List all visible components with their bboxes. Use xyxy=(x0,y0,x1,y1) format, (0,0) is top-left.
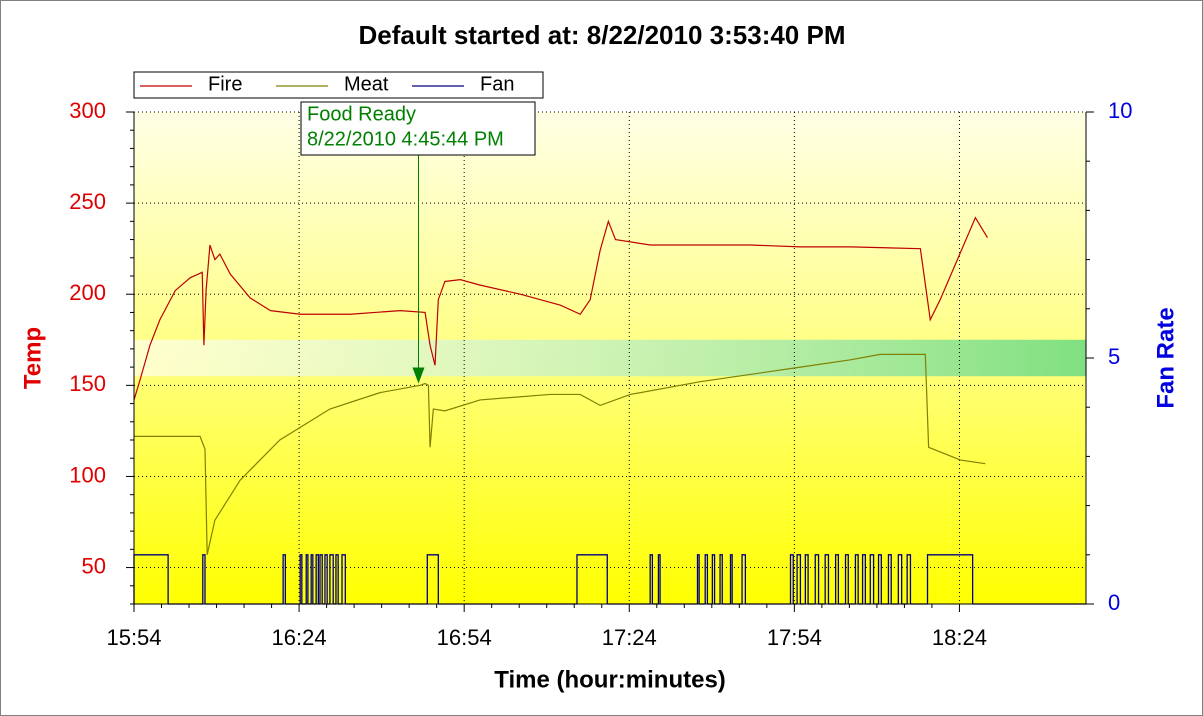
fan-step xyxy=(906,554,912,604)
fan-step xyxy=(310,554,314,604)
y2-tick-label: 5 xyxy=(1108,344,1120,369)
annotation-box xyxy=(300,101,536,156)
chart-title: Default started at: 8/22/2010 3:53:40 PM xyxy=(359,20,846,50)
fan-step xyxy=(789,554,794,604)
x-tick-label: 17:54 xyxy=(767,625,822,650)
fan-step xyxy=(324,554,328,604)
x-axis-label: Time (hour:minutes) xyxy=(494,666,726,693)
y2-axis-label: Fan Rate xyxy=(1152,307,1179,408)
annotation-text: 8/22/2010 4:45:44 PM xyxy=(307,128,504,150)
y-axis-label: Temp xyxy=(19,327,46,389)
y2-tick-label: 0 xyxy=(1108,590,1120,615)
fan-step xyxy=(329,554,334,604)
fan-step xyxy=(741,554,747,604)
y-tick-label: 100 xyxy=(69,462,106,487)
fan-step xyxy=(861,554,866,604)
legend-label: Fan xyxy=(480,73,514,95)
fan-step xyxy=(926,554,974,604)
fan-step xyxy=(729,554,733,604)
fan-step xyxy=(341,554,346,604)
fan-step xyxy=(869,554,875,604)
fan-step xyxy=(719,554,723,604)
legend-label: Fire xyxy=(208,73,242,95)
fan-step xyxy=(844,554,849,604)
annotation-arrowhead xyxy=(412,367,425,384)
fan-step xyxy=(319,554,323,604)
y-tick-label: 250 xyxy=(69,189,106,214)
fan-step xyxy=(299,554,303,604)
fan-step xyxy=(696,554,700,604)
legend xyxy=(133,71,544,99)
target-band xyxy=(134,339,1086,377)
y-tick-label: 50 xyxy=(82,553,106,578)
fan-step xyxy=(796,554,802,604)
fan-step xyxy=(704,554,709,604)
fan-step xyxy=(834,554,840,604)
fan-step xyxy=(202,554,206,604)
fan-step xyxy=(649,554,654,604)
fan-step xyxy=(426,554,439,604)
fan-step xyxy=(335,554,339,604)
y-tick-label: 200 xyxy=(69,280,106,305)
x-tick-label: 18:24 xyxy=(932,625,987,650)
series-line xyxy=(133,216,989,401)
annotation-text: Food Ready xyxy=(307,103,416,125)
fan-step xyxy=(711,554,716,604)
fan-step xyxy=(877,554,882,604)
fan-step xyxy=(814,554,820,604)
legend-label: Meat xyxy=(344,73,389,95)
fan-step xyxy=(305,554,309,604)
fan-step xyxy=(854,554,859,604)
x-tick-label: 16:24 xyxy=(272,625,327,650)
y-tick-label: 150 xyxy=(69,371,106,396)
y2-tick-label: 10 xyxy=(1108,98,1132,123)
fan-step xyxy=(897,554,903,604)
fan-step xyxy=(282,554,286,604)
x-tick-label: 15:54 xyxy=(106,625,161,650)
y-tick-label: 300 xyxy=(69,98,106,123)
fan-step xyxy=(887,554,892,604)
fan-step xyxy=(657,554,661,604)
fan-step xyxy=(824,554,830,604)
fan-step xyxy=(804,554,809,604)
x-tick-label: 16:54 xyxy=(437,625,492,650)
fan-step xyxy=(315,554,319,604)
x-tick-label: 17:24 xyxy=(602,625,657,650)
series-line xyxy=(134,353,986,555)
fan-step xyxy=(576,554,608,604)
